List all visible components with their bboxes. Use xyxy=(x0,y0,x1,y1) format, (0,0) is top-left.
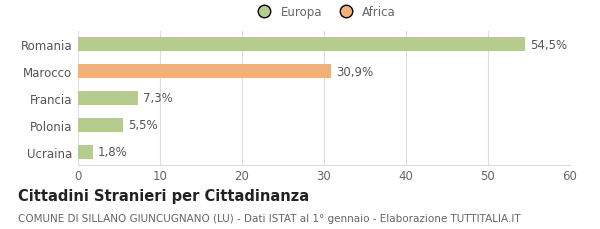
Text: 1,8%: 1,8% xyxy=(98,145,127,158)
Text: COMUNE DI SILLANO GIUNCUGNANO (LU) - Dati ISTAT al 1° gennaio - Elaborazione TUT: COMUNE DI SILLANO GIUNCUGNANO (LU) - Dat… xyxy=(18,213,521,223)
Bar xyxy=(78,38,525,52)
Text: 30,9%: 30,9% xyxy=(336,65,373,78)
Text: 5,5%: 5,5% xyxy=(128,119,158,132)
Text: Cittadini Stranieri per Cittadinanza: Cittadini Stranieri per Cittadinanza xyxy=(18,188,309,203)
Bar xyxy=(78,65,331,79)
Legend: Europa, Africa: Europa, Africa xyxy=(247,1,401,24)
Bar xyxy=(78,145,93,159)
Bar xyxy=(78,118,123,132)
Text: 54,5%: 54,5% xyxy=(530,38,567,52)
Text: 7,3%: 7,3% xyxy=(143,92,173,105)
Bar xyxy=(78,92,138,105)
